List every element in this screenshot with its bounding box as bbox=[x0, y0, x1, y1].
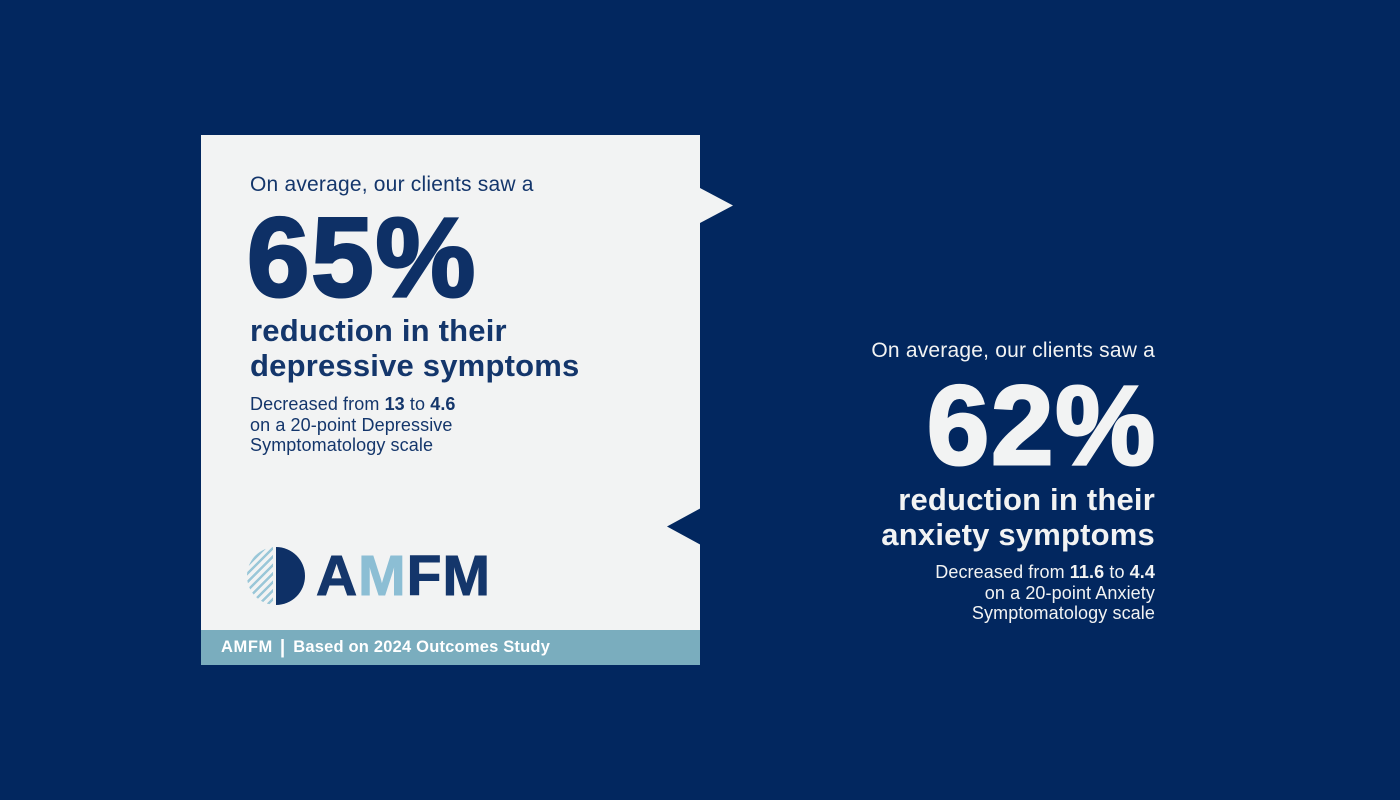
footer-source-text: Based on 2024 Outcomes Study bbox=[293, 638, 551, 656]
anxiety-eyebrow-text: On average, our clients saw a bbox=[871, 339, 1155, 362]
anxiety-detail-prefix: Decreased from bbox=[935, 562, 1070, 582]
stat-block-anxiety: On average, our clients saw a 62% reduct… bbox=[775, 339, 1157, 624]
footer-brand: AMFM bbox=[221, 638, 273, 656]
depression-eyebrow-text: On average, our clients saw a bbox=[250, 173, 534, 196]
depression-detail-to: 4.6 bbox=[430, 394, 456, 414]
depression-detail-text: Decreased from 13 to 4.6 on a 20-point De… bbox=[250, 394, 672, 456]
depression-detail-prefix: Decreased from bbox=[250, 394, 385, 414]
speech-tail-right-icon bbox=[700, 188, 733, 223]
anxiety-headline-line2: anxiety symptoms bbox=[881, 517, 1155, 552]
depression-headline: reduction in their depressive symptoms bbox=[250, 313, 672, 383]
card-footer-bar: AMFM | Based on 2024 Outcomes Study bbox=[201, 630, 700, 665]
anxiety-headline: reduction in their anxiety symptoms bbox=[775, 482, 1155, 552]
anxiety-stat-value: 62% bbox=[925, 363, 1157, 488]
logo-solid-half-icon bbox=[276, 547, 305, 605]
anxiety-detail-line2: on a 20-point Anxiety bbox=[984, 582, 1155, 603]
anxiety-detail-text: Decreased from 11.6 to 4.4 on a 20-point … bbox=[775, 562, 1155, 624]
footer-separator: | bbox=[279, 636, 286, 658]
logo-letter-f: F bbox=[406, 544, 443, 608]
depression-stat-value: 65% bbox=[246, 195, 478, 320]
logo-letter-a: A bbox=[315, 544, 359, 608]
depression-detail-mid: to bbox=[404, 394, 431, 414]
depression-headline-line2: depressive symptoms bbox=[250, 348, 580, 383]
anxiety-detail-to: 4.4 bbox=[1129, 562, 1155, 582]
anxiety-headline-line1: reduction in their bbox=[898, 482, 1155, 517]
amfm-logo-circle-icon bbox=[247, 547, 305, 605]
amfm-logo-wordmark: AMFM bbox=[315, 544, 491, 608]
amfm-logo: AMFM bbox=[247, 544, 491, 608]
depression-detail-line2: on a 20-point Depressive bbox=[250, 414, 453, 435]
logo-letter-m1: M bbox=[358, 544, 407, 608]
stat-card-depression: On average, our clients saw a 65% reduct… bbox=[201, 135, 733, 665]
depression-detail-line3: Symptomatology scale bbox=[250, 435, 434, 455]
logo-striped-half-icon bbox=[247, 547, 273, 605]
anxiety-detail-from: 11.6 bbox=[1069, 562, 1105, 582]
stat-card-depression-body: On average, our clients saw a 65% reduct… bbox=[201, 135, 700, 630]
depression-headline-line1: reduction in their bbox=[250, 313, 507, 348]
depression-detail-from: 13 bbox=[384, 394, 405, 414]
anxiety-detail-mid: to bbox=[1104, 562, 1130, 582]
logo-letter-m2: M bbox=[442, 544, 491, 608]
anxiety-detail-line3: Symptomatology scale bbox=[971, 603, 1155, 623]
